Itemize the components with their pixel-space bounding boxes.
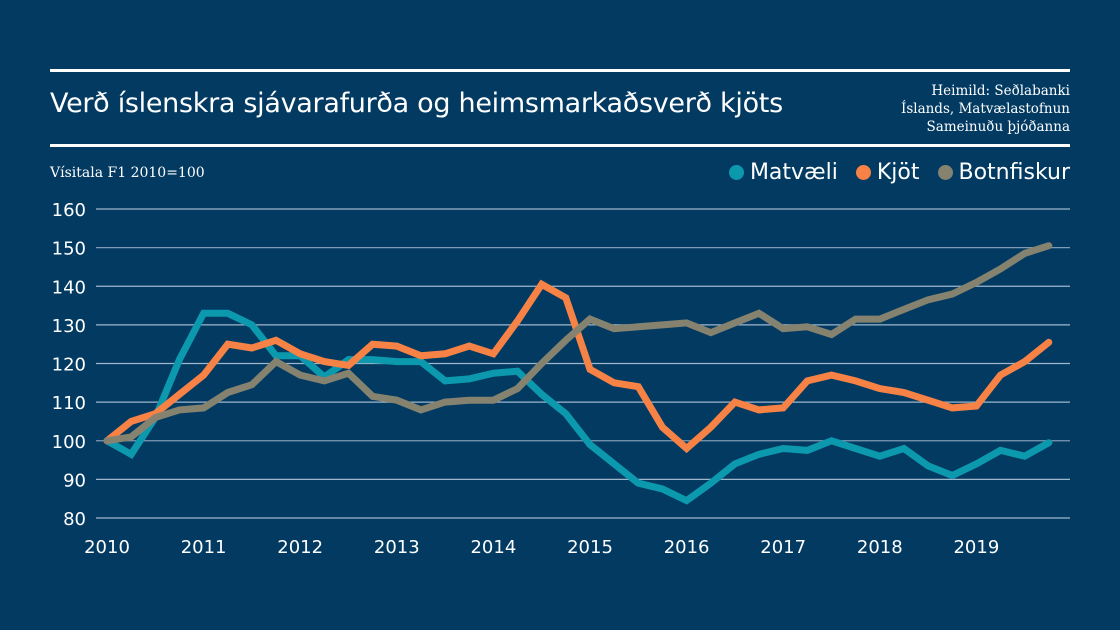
x-tick-label: 2010	[84, 537, 130, 558]
legend: Matvæli Kjöt Botnfiskur	[728, 160, 1071, 185]
source-note: Heimild: Seðlabanki Íslands, Matvælastof…	[830, 82, 1070, 136]
x-tick-label: 2014	[470, 537, 516, 558]
legend-label: Botnfiskur	[958, 160, 1071, 185]
source-line: Sameinuðu þjóðanna	[926, 119, 1070, 135]
x-tick-label: 2011	[181, 537, 227, 558]
x-tick-label: 2017	[760, 537, 806, 558]
legend-dot-icon	[728, 165, 744, 180]
series-line-botnfiskur	[103, 242, 1053, 445]
x-tick-label: 2018	[857, 537, 903, 558]
y-tick-label: 90	[63, 470, 86, 491]
y-tick-label: 110	[52, 393, 86, 414]
top-rule	[50, 69, 1070, 72]
x-tick-label: 2015	[567, 537, 613, 558]
source-line: Heimild: Seðlabanki	[931, 83, 1070, 99]
x-tick-label: 2013	[374, 537, 420, 558]
series-line-matvæli	[103, 309, 1053, 505]
series-lines	[103, 242, 1053, 505]
y-tick-labels: 80 90 100 110 120 130 140 150 160	[52, 200, 86, 530]
x-tick-label: 2016	[664, 537, 710, 558]
y-tick-label: 120	[52, 355, 86, 376]
y-tick-label: 150	[52, 239, 86, 260]
x-tick-labels: 2010 2011 2012 2013 2014 2015 2016 2017 2018 2019	[84, 537, 999, 558]
x-tick-label: 2012	[277, 537, 323, 558]
x-tick-label: 2019	[953, 537, 999, 558]
y-tick-label: 140	[52, 277, 86, 298]
bottom-rule	[50, 144, 1070, 147]
y-axis-label: Vísitala F1 2010=100	[50, 165, 205, 181]
y-tick-label: 160	[52, 200, 86, 221]
y-tick-label: 130	[52, 316, 86, 337]
legend-item-kjot: Kjöt	[855, 160, 920, 185]
y-tick-label: 100	[52, 432, 86, 453]
legend-item-matvaeli: Matvæli	[728, 160, 838, 185]
legend-label: Kjöt	[876, 160, 920, 185]
source-line: Íslands, Matvælastofnun	[900, 101, 1070, 117]
legend-item-botnfiskur: Botnfiskur	[937, 160, 1071, 185]
y-tick-label: 80	[63, 509, 86, 530]
legend-dot-icon	[855, 165, 871, 180]
chart-title: Verð íslenskra sjávarafurða og heimsmark…	[50, 88, 783, 119]
grid-lines	[96, 208, 1070, 519]
legend-label: Matvæli	[749, 160, 838, 185]
legend-dot-icon	[937, 165, 953, 180]
